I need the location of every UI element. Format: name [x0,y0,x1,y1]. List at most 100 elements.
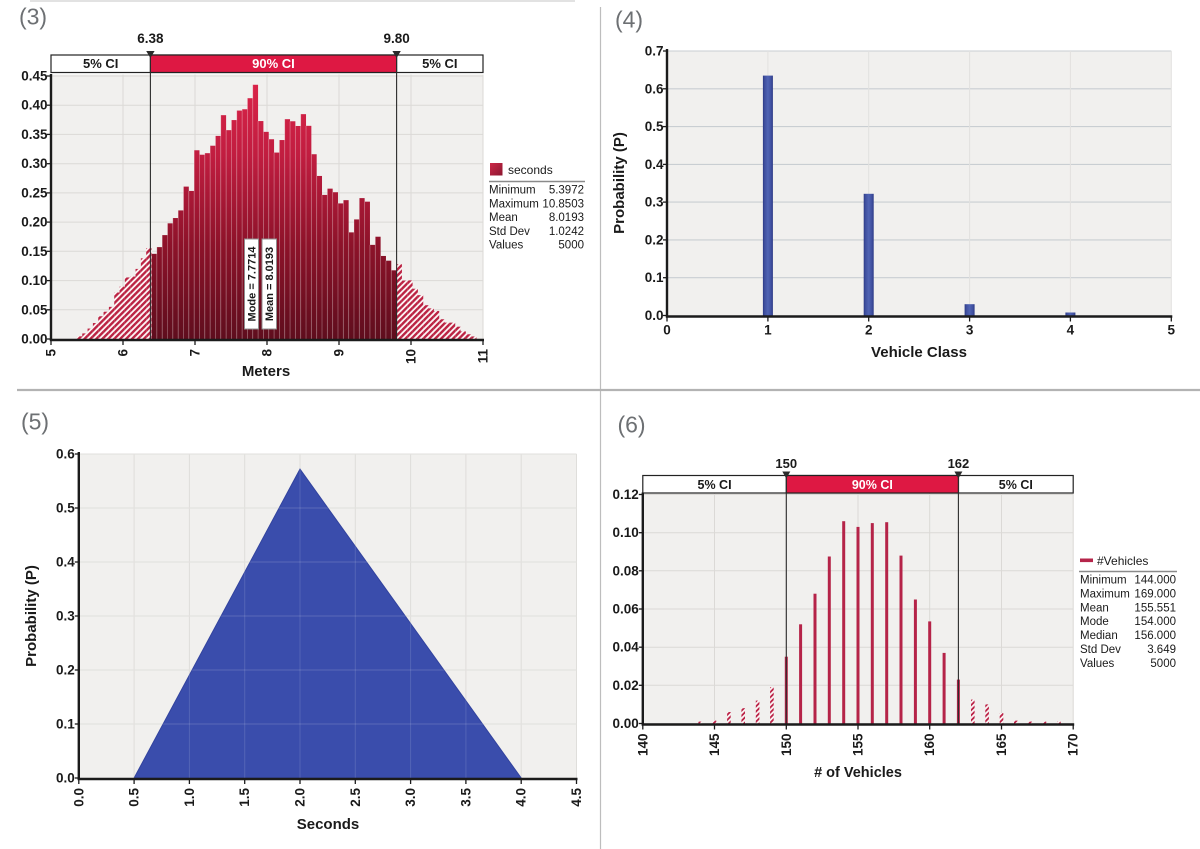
svg-text:90% CI: 90% CI [852,478,893,492]
svg-text:0.20: 0.20 [21,215,47,230]
svg-text:Values: Values [489,240,524,252]
svg-text:9: 9 [332,349,347,357]
svg-text:3.649: 3.649 [1147,644,1176,656]
svg-text:0.6: 0.6 [645,81,664,96]
svg-text:0.04: 0.04 [613,640,640,655]
svg-text:0.08: 0.08 [613,563,640,578]
svg-text:1: 1 [764,323,772,338]
svg-text:0.5: 0.5 [56,501,75,516]
svg-text:0.15: 0.15 [21,244,48,259]
svg-text:155: 155 [851,733,866,756]
svg-text:11: 11 [476,349,491,364]
svg-text:0.25: 0.25 [21,185,48,200]
svg-text:0.06: 0.06 [613,602,640,617]
svg-text:4.5: 4.5 [569,788,584,807]
svg-text:169.000: 169.000 [1134,588,1176,600]
svg-text:0.10: 0.10 [21,273,47,288]
svg-text:Minimum: Minimum [489,185,536,197]
svg-text:Minimum: Minimum [1080,575,1127,587]
svg-text:(5): (5) [21,409,49,435]
svg-text:0.30: 0.30 [21,156,47,171]
svg-text:1.5: 1.5 [237,788,252,807]
svg-text:144.000: 144.000 [1134,575,1176,587]
svg-text:Probability (P): Probability (P) [23,565,40,667]
svg-text:1.0242: 1.0242 [549,226,584,238]
svg-text:5: 5 [1168,323,1176,338]
svg-text:seconds: seconds [508,163,553,177]
svg-text:155.551: 155.551 [1134,602,1176,614]
svg-text:Meters: Meters [242,363,290,380]
svg-text:3.0: 3.0 [403,788,418,807]
svg-text:90% CI: 90% CI [252,56,295,71]
svg-text:Median: Median [1080,630,1118,642]
svg-text:Mean = 8.0193: Mean = 8.0193 [264,247,276,321]
svg-text:0: 0 [663,323,671,338]
svg-text:Mode = 7.7714: Mode = 7.7714 [247,246,259,322]
svg-text:6.38: 6.38 [137,31,164,46]
svg-text:0.35: 0.35 [21,127,48,142]
svg-text:Vehicle Class: Vehicle Class [871,344,967,361]
svg-text:3: 3 [966,323,974,338]
svg-text:5000: 5000 [1150,658,1176,670]
svg-text:0.5: 0.5 [127,788,142,807]
svg-text:10: 10 [404,349,419,364]
svg-text:150: 150 [779,734,794,757]
svg-text:3.5: 3.5 [458,788,473,807]
svg-text:0.05: 0.05 [21,302,48,317]
svg-text:4.0: 4.0 [514,788,529,807]
svg-text:165: 165 [994,733,1009,756]
svg-text:2: 2 [865,323,873,338]
svg-text:0.4: 0.4 [645,157,664,172]
svg-text:145: 145 [707,733,722,756]
svg-text:Std Dev: Std Dev [489,226,530,238]
svg-text:10.8503: 10.8503 [542,198,584,210]
svg-text:140: 140 [635,734,650,757]
svg-text:8: 8 [260,349,275,357]
svg-text:0.45: 0.45 [21,69,48,84]
svg-text:Std Dev: Std Dev [1080,644,1121,656]
svg-text:0.00: 0.00 [21,332,47,347]
svg-text:5% CI: 5% CI [698,478,732,492]
svg-text:0.0: 0.0 [71,788,86,807]
svg-text:# of Vehicles: # of Vehicles [814,765,902,781]
svg-text:5000: 5000 [558,240,584,252]
svg-text:0.0: 0.0 [56,771,75,786]
svg-text:0.10: 0.10 [613,525,639,540]
svg-text:5% CI: 5% CI [999,478,1033,492]
svg-text:Seconds: Seconds [297,816,360,833]
svg-text:0.4: 0.4 [56,555,75,570]
svg-text:9.80: 9.80 [383,31,409,46]
svg-text:170: 170 [1066,734,1081,757]
svg-text:156.000: 156.000 [1134,630,1176,642]
svg-text:2.5: 2.5 [348,788,363,807]
svg-text:154.000: 154.000 [1134,616,1176,628]
svg-text:0.40: 0.40 [21,98,47,113]
svg-text:Probability (P): Probability (P) [611,132,628,234]
svg-text:0.00: 0.00 [613,716,639,731]
svg-text:(3): (3) [19,4,47,30]
svg-text:(6): (6) [617,412,645,438]
svg-text:6: 6 [116,349,131,357]
svg-text:5: 5 [44,349,59,357]
svg-text:4: 4 [1067,323,1075,338]
svg-text:7: 7 [188,349,203,357]
svg-text:150: 150 [775,456,797,471]
svg-text:8.0193: 8.0193 [549,212,584,224]
svg-text:Mean: Mean [1080,602,1109,614]
svg-text:0.3: 0.3 [56,609,75,624]
svg-text:162: 162 [948,456,970,471]
svg-text:0.02: 0.02 [613,678,639,693]
svg-text:0.2: 0.2 [56,663,75,678]
svg-text:2.0: 2.0 [293,788,308,807]
svg-text:Mode: Mode [1080,616,1109,628]
svg-text:(4): (4) [615,7,643,33]
svg-text:Maximum: Maximum [489,198,539,210]
svg-text:0.3: 0.3 [645,195,664,210]
svg-text:0.6: 0.6 [56,447,75,462]
svg-text:1.0: 1.0 [182,788,197,807]
svg-text:Values: Values [1080,658,1115,670]
svg-text:#Vehicles: #Vehicles [1097,554,1148,568]
svg-text:Mean: Mean [489,212,518,224]
svg-text:0.0: 0.0 [645,308,664,323]
svg-text:0.1: 0.1 [645,270,664,285]
